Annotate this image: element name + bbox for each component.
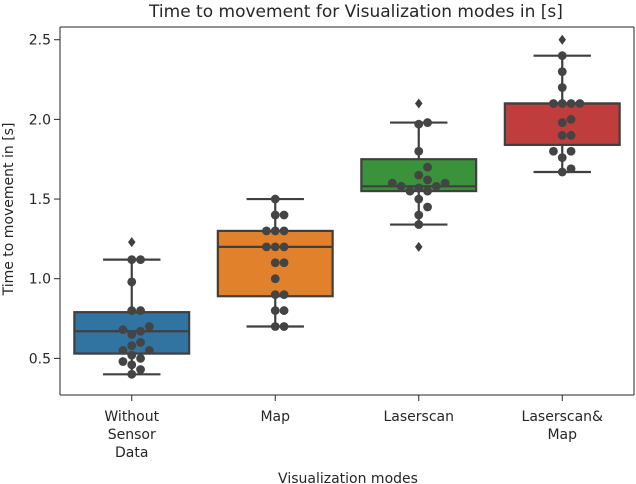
outlier-marker	[558, 34, 566, 45]
data-point	[423, 118, 432, 127]
data-point	[136, 365, 145, 374]
data-point	[262, 226, 271, 236]
data-point	[414, 194, 424, 204]
data-point	[127, 360, 137, 370]
data-point	[279, 258, 289, 268]
data-point	[557, 130, 567, 140]
data-point	[279, 242, 289, 252]
y-tick-label: 1.0	[29, 272, 51, 288]
data-point	[566, 164, 576, 174]
y-tick-label: 1.5	[29, 192, 51, 208]
data-point	[396, 181, 406, 191]
data-point	[270, 194, 280, 204]
outlier-marker	[128, 237, 136, 248]
y-tick-label: 0.5	[29, 351, 51, 367]
data-point	[127, 341, 137, 351]
data-point	[136, 353, 145, 363]
data-point	[127, 330, 137, 339]
y-tick-label: 2.0	[29, 112, 51, 128]
data-point	[414, 210, 424, 220]
data-point	[136, 255, 145, 264]
data-point	[549, 146, 558, 156]
outlier-marker	[415, 241, 423, 252]
data-point	[270, 226, 280, 236]
data-point	[118, 357, 128, 366]
chart-title: Time to movement for Visualization modes…	[148, 2, 563, 22]
data-point	[270, 322, 280, 331]
data-point	[557, 99, 567, 108]
data-point	[270, 290, 280, 300]
data-point	[423, 186, 432, 196]
y-axis-label: Time to movement in [s]	[1, 123, 17, 297]
data-point	[118, 325, 128, 335]
data-point	[270, 258, 280, 268]
data-point	[414, 146, 424, 156]
data-point	[423, 175, 432, 185]
x-tick-label: Map	[260, 409, 290, 425]
data-point	[127, 306, 137, 315]
data-point	[414, 170, 424, 180]
x-axis-label: Visualization modes	[278, 471, 418, 484]
data-point	[387, 178, 397, 188]
data-point	[127, 277, 137, 287]
data-point	[279, 226, 289, 236]
data-point	[557, 153, 567, 163]
data-point	[262, 242, 271, 252]
data-point	[136, 326, 145, 336]
data-point	[279, 322, 289, 331]
data-point	[557, 67, 567, 77]
data-point	[423, 202, 432, 212]
data-point	[136, 338, 145, 347]
y-tick-label: 2.5	[29, 33, 51, 49]
data-point	[279, 306, 289, 315]
data-point	[118, 345, 128, 355]
data-point	[566, 146, 576, 156]
x-tick-label: Laserscan	[384, 409, 455, 425]
data-point	[566, 114, 576, 124]
data-point	[270, 242, 280, 252]
data-point	[440, 178, 450, 188]
data-point	[566, 130, 576, 140]
data-point	[270, 210, 280, 220]
data-point	[557, 51, 567, 61]
data-point	[144, 345, 154, 355]
data-point	[136, 306, 145, 315]
data-point	[414, 183, 424, 193]
data-point	[279, 210, 289, 220]
outlier-marker	[415, 98, 423, 109]
data-point	[549, 99, 558, 108]
x-tick-label: Without Sensor Data	[104, 409, 159, 461]
data-point	[127, 255, 137, 264]
data-point	[279, 290, 289, 300]
data-point	[127, 369, 137, 379]
data-point	[414, 220, 424, 229]
data-point	[557, 83, 567, 92]
data-point	[431, 181, 441, 191]
data-point	[270, 306, 280, 315]
data-point	[127, 350, 137, 360]
data-point	[557, 167, 567, 177]
data-point	[144, 322, 154, 331]
data-point	[423, 162, 432, 172]
data-point	[405, 186, 415, 196]
data-point	[557, 118, 567, 127]
data-point	[575, 99, 585, 108]
data-point	[566, 99, 576, 108]
x-tick-label: Laserscan& Map	[522, 409, 603, 443]
plot-area: 0.5 1.0 1.5 2.0 2.5 Without Sensor Data Map Laser…	[29, 26, 635, 461]
data-point	[270, 274, 280, 284]
data-point	[414, 119, 424, 129]
